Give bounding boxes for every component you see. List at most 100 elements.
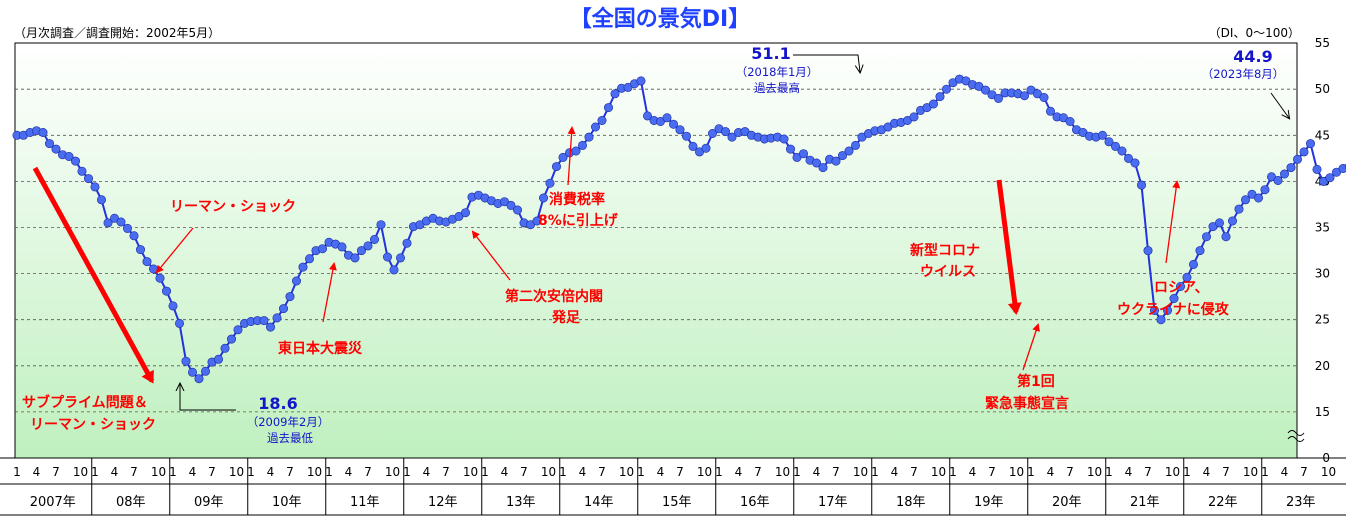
latest-date-label: （2023年8月） — [1202, 67, 1285, 81]
month-tick-label: 10 — [541, 465, 556, 479]
data-point — [369, 235, 379, 245]
data-point — [1221, 232, 1231, 242]
data-point — [642, 111, 652, 121]
data-point — [1039, 93, 1049, 103]
annotation-covid: 新型コロナ — [910, 242, 980, 259]
latest-callout-arrow — [1270, 92, 1289, 118]
data-point — [168, 301, 178, 311]
month-tick-label: 4 — [579, 465, 587, 479]
data-point — [350, 253, 360, 263]
year-label: 19年 — [974, 495, 1004, 510]
data-point — [701, 143, 711, 153]
data-point — [1117, 146, 1127, 156]
month-tick-label: 4 — [345, 465, 353, 479]
month-tick-label: 4 — [735, 465, 743, 479]
data-point — [551, 162, 561, 172]
year-label: 10年 — [272, 495, 302, 510]
y-tick-label: 20 — [1315, 359, 1330, 373]
month-tick-label: 7 — [520, 465, 528, 479]
month-tick-label: 1 — [637, 465, 645, 479]
data-point — [1241, 195, 1251, 205]
high-callout-arrow — [793, 54, 860, 72]
data-point — [162, 286, 172, 296]
data-point — [818, 163, 828, 173]
data-point — [571, 146, 581, 156]
y-tick-label: 35 — [1315, 221, 1330, 235]
data-point — [779, 134, 789, 144]
data-point — [1195, 246, 1205, 256]
data-point — [44, 139, 54, 149]
data-point — [1299, 147, 1309, 157]
month-tick-label: 4 — [111, 465, 119, 479]
month-tick-label: 7 — [286, 465, 294, 479]
russia-arrow — [1165, 180, 1181, 264]
data-point — [1046, 106, 1056, 116]
y-axis: 5550454035302520150 — [1315, 36, 1330, 465]
month-tick-label: 7 — [676, 465, 684, 479]
month-tick-label: 1 — [949, 465, 957, 479]
data-point — [727, 132, 737, 142]
data-point — [707, 129, 717, 139]
data-point — [272, 313, 282, 323]
year-label: 12年 — [428, 495, 458, 510]
chart-title: 【全国の景気DI】 — [570, 6, 750, 32]
data-point — [84, 174, 94, 184]
data-point — [460, 208, 470, 218]
data-point — [1169, 293, 1179, 303]
year-label: 2007年 — [30, 495, 76, 510]
quake-arrow — [322, 262, 337, 323]
year-label: 16年 — [740, 495, 770, 510]
data-point — [941, 84, 951, 94]
month-tick-label: 7 — [442, 465, 450, 479]
data-point — [558, 152, 568, 162]
data-point — [850, 140, 860, 150]
data-point — [1254, 193, 1264, 203]
data-point — [597, 116, 607, 126]
data-point — [129, 231, 139, 241]
month-tick-label: 1 — [91, 465, 99, 479]
data-point — [675, 125, 685, 135]
month-tick-label: 1 — [715, 465, 723, 479]
month-tick-label: 4 — [1203, 465, 1211, 479]
data-point — [584, 132, 594, 142]
data-point — [1215, 218, 1225, 228]
data-point — [298, 262, 308, 272]
data-point — [337, 242, 347, 252]
annotation-russia: ロシア、 — [1154, 280, 1209, 296]
y-tick-label: 55 — [1315, 36, 1330, 50]
month-tick-label: 1 — [13, 465, 21, 479]
data-point — [1019, 91, 1029, 101]
month-tick-label: 10 — [1009, 465, 1024, 479]
month-tick-label: 7 — [130, 465, 138, 479]
month-tick-label: 4 — [33, 465, 41, 479]
month-tick-label: 4 — [189, 465, 197, 479]
low-caption: 過去最低 — [267, 431, 313, 445]
data-point — [395, 253, 405, 263]
data-point — [376, 220, 386, 230]
high-caption: 過去最高 — [754, 81, 800, 95]
data-point — [1338, 164, 1346, 173]
covid-trend-arrow — [996, 179, 1022, 315]
data-point — [577, 140, 587, 150]
data-point — [1280, 169, 1290, 179]
data-point — [356, 246, 366, 256]
tax-arrow — [567, 126, 576, 186]
data-point — [71, 156, 81, 166]
year-label: 23年 — [1286, 495, 1316, 510]
data-point — [103, 218, 113, 228]
data-point — [785, 144, 795, 154]
month-tick-label: 7 — [1144, 465, 1152, 479]
data-points — [12, 74, 1346, 384]
y-tick-label: 25 — [1315, 313, 1330, 327]
month-tick-label: 10 — [73, 465, 88, 479]
data-point — [928, 99, 938, 109]
data-point — [97, 195, 107, 205]
data-point — [1143, 246, 1153, 256]
data-point — [304, 254, 314, 264]
annotation-abe: 第二次安倍内閣 — [505, 288, 603, 305]
month-tick-label: 7 — [1222, 465, 1230, 479]
data-point — [90, 182, 100, 192]
data-point — [142, 257, 152, 267]
data-point — [909, 112, 919, 122]
